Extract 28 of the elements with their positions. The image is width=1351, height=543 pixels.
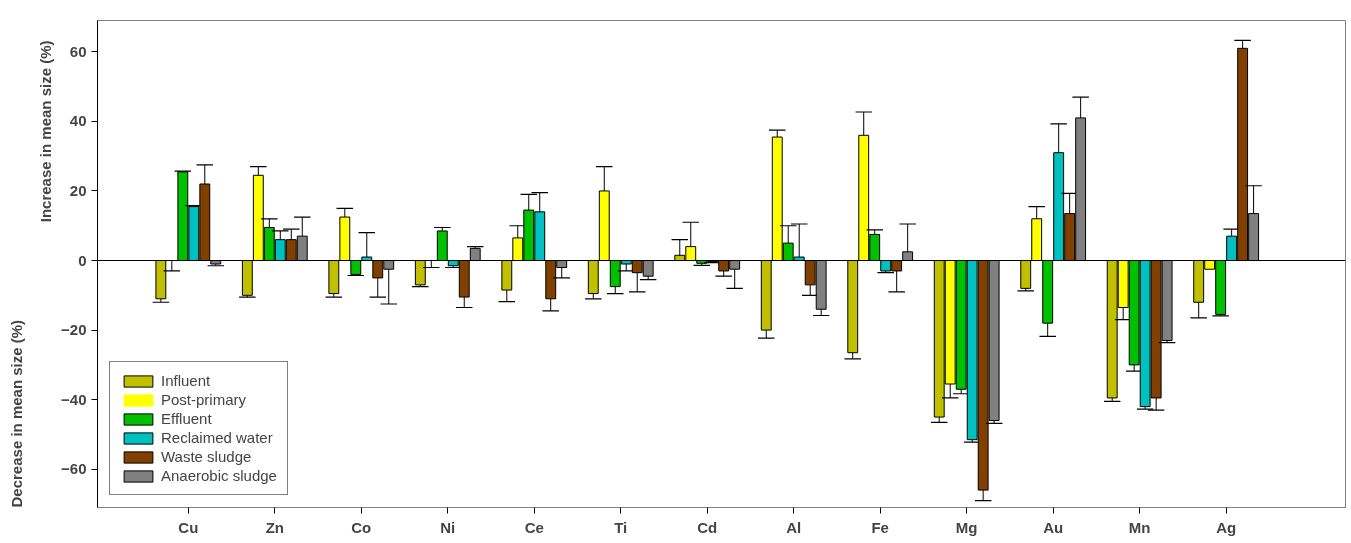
- y-tick-label: −40: [61, 390, 87, 408]
- x-tick-label: Cu: [178, 518, 199, 536]
- x-tick-label: Mg: [955, 518, 978, 536]
- x-tick-label: Fe: [871, 518, 889, 536]
- legend-label: Anaerobic sludge: [161, 467, 277, 484]
- legend-label: Waste sludge: [161, 448, 252, 465]
- x-tick-label: Al: [786, 518, 802, 536]
- y-tick-label: 20: [69, 181, 87, 199]
- x-tick-label: Au: [1043, 518, 1064, 536]
- y-axis-title: Increase in mean size (%): [36, 40, 54, 223]
- x-tick-label: Mn: [1128, 518, 1151, 536]
- y-tick-label: −60: [61, 460, 87, 478]
- y-tick-label: 60: [69, 42, 87, 60]
- legend-label: Influent: [161, 372, 211, 389]
- x-tick-label: Ce: [524, 518, 544, 536]
- legend-label: Effluent: [161, 410, 212, 427]
- text: Decrease in mean size (%): [7, 319, 25, 508]
- x-tick-label: Cd: [697, 518, 718, 536]
- x-tick-label: Ni: [440, 518, 456, 536]
- legend-label: Reclaimed water: [161, 429, 273, 446]
- x-tick-label: Ag: [1216, 518, 1237, 536]
- y-tick-label: 40: [69, 112, 87, 130]
- y-tick-label: −20: [61, 321, 87, 339]
- x-tick-label: Co: [351, 518, 372, 536]
- x-tick-label: Ti: [614, 518, 628, 536]
- legend-label: Post-primary: [161, 391, 247, 408]
- x-tick-label: Zn: [265, 518, 284, 536]
- y-tick-label: 0: [78, 251, 87, 269]
